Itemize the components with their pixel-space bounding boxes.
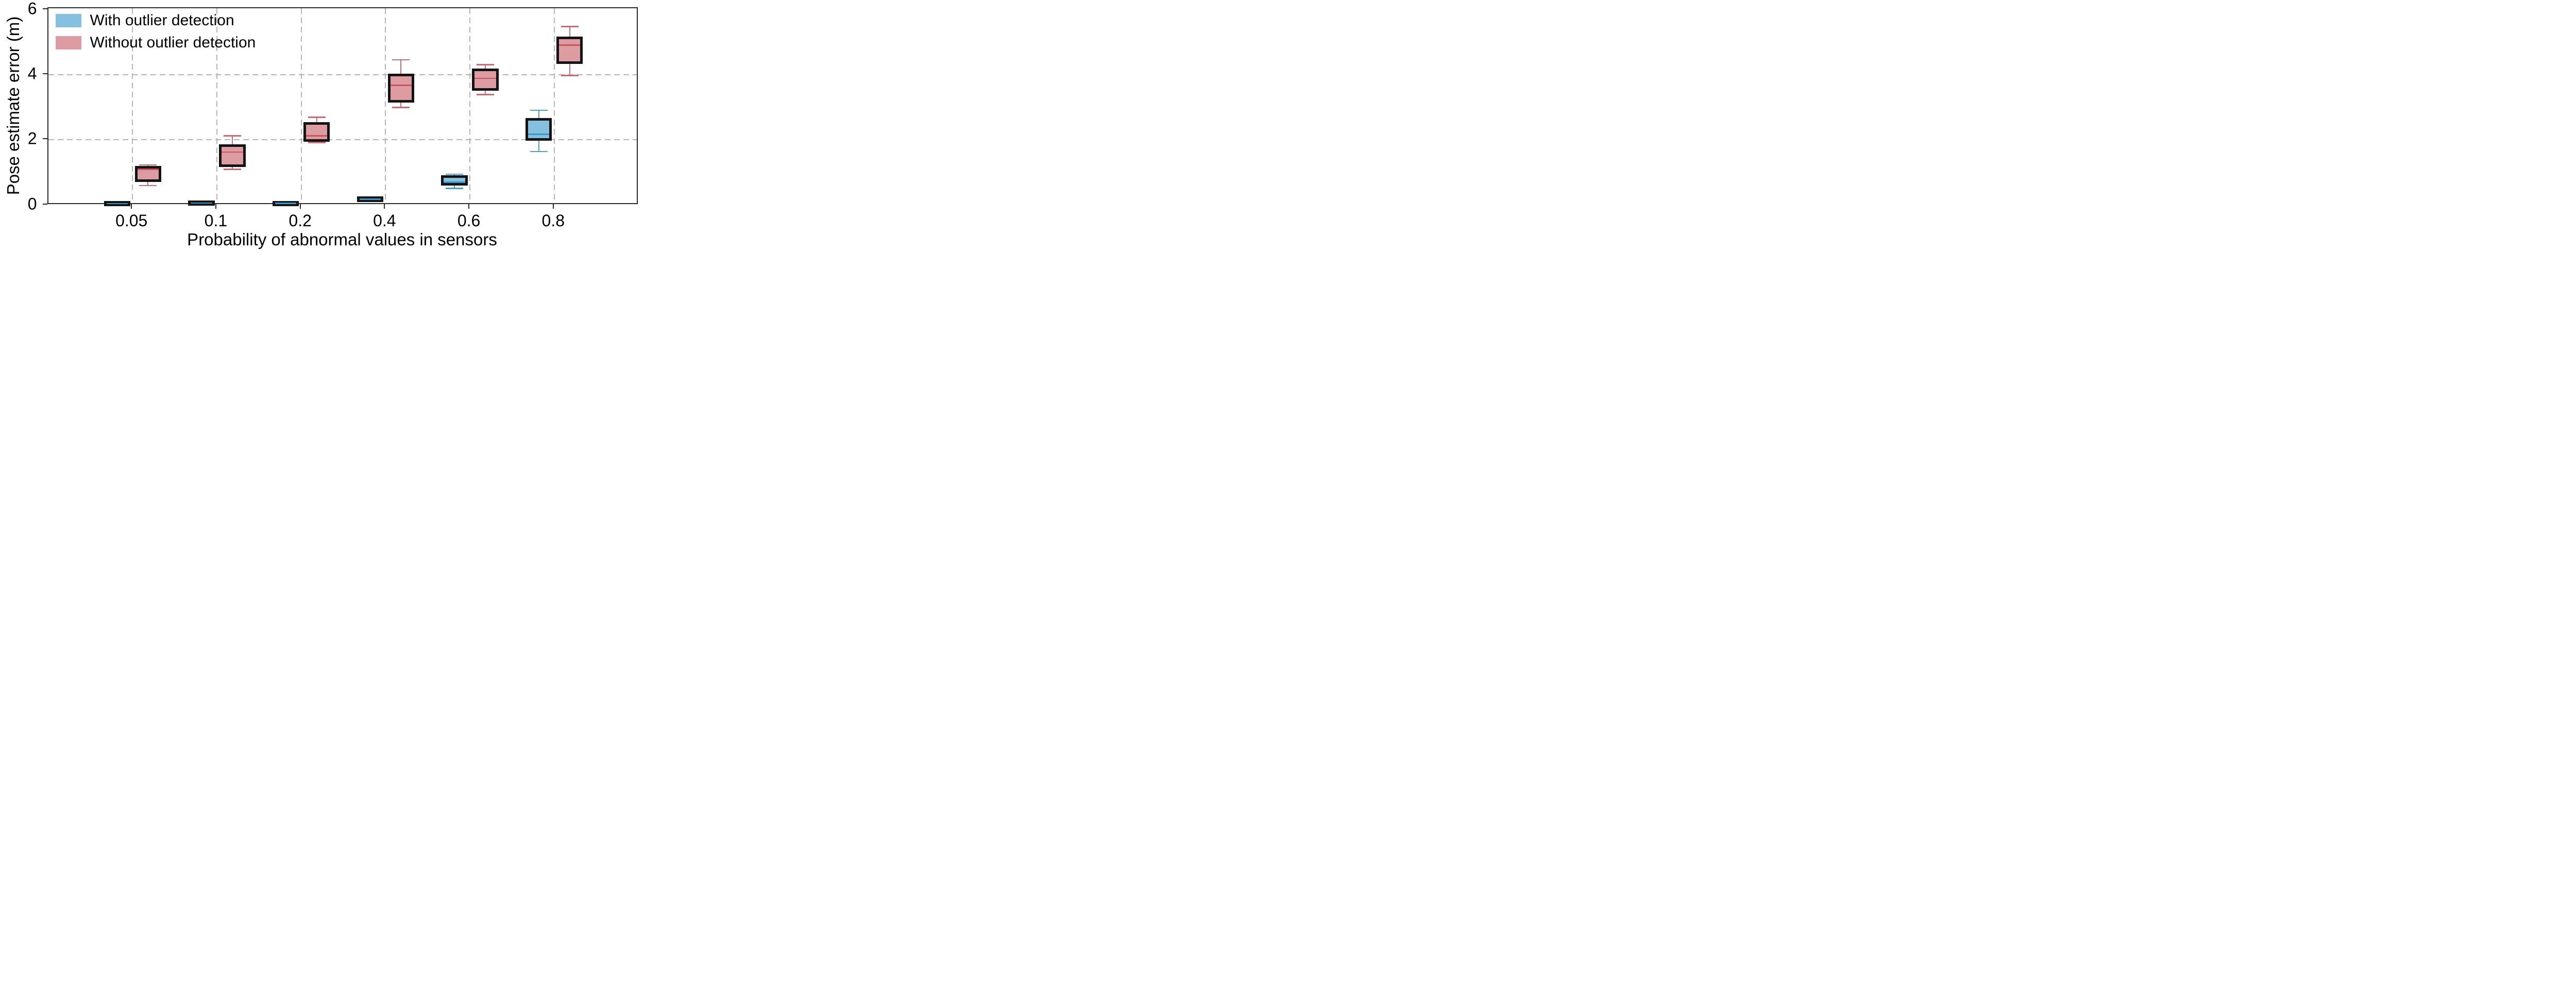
x-tick-mark [552, 204, 554, 209]
whisker-cap [139, 164, 157, 166]
y-tick-mark [42, 8, 47, 9]
vertical-gridline [216, 8, 217, 203]
y-tick-mark [42, 203, 47, 205]
x-tick-label: 0.05 [115, 211, 148, 230]
x-tick-mark [384, 204, 385, 209]
legend-swatch [55, 13, 81, 27]
median-line [222, 151, 243, 153]
whisker-cap [446, 188, 463, 189]
median-line [390, 85, 412, 86]
y-tick-mark [42, 138, 47, 140]
vertical-gridline [553, 8, 555, 203]
x-tick-mark [215, 204, 216, 209]
x-tick-label: 0.8 [541, 211, 565, 230]
y-tick-label: 2 [27, 129, 37, 148]
vertical-gridline [469, 8, 471, 203]
x-tick-mark [468, 204, 470, 209]
horizontal-gridline [48, 74, 637, 76]
without-outlier-detection-box-0.8 [556, 36, 583, 64]
median-line [137, 169, 159, 170]
y-axis-title: Pose estimate error (m) [4, 16, 23, 195]
x-tick-label: 0.4 [373, 211, 396, 230]
whisker-cap [477, 94, 494, 95]
plot-area: With outlier detection Without outlier d… [47, 7, 638, 207]
vertical-gridline [385, 8, 386, 203]
horizontal-gridline [48, 139, 637, 141]
whisker-cap [561, 75, 579, 76]
y-tick-mark [42, 73, 47, 75]
vertical-gridline [300, 8, 302, 203]
whisker-cap [392, 107, 410, 108]
median-line [191, 202, 212, 204]
legend: With outlier detection Without outlier d… [55, 11, 256, 57]
whisker-cap [224, 135, 241, 137]
whisker-cap [139, 185, 157, 187]
whisker-cap [392, 59, 410, 61]
y-tick-label: 4 [27, 64, 37, 83]
without-outlier-detection-box-0.1 [219, 144, 246, 167]
median-line [306, 135, 328, 137]
whisker-cap [308, 142, 326, 143]
vertical-gridline [132, 8, 133, 203]
y-tick-label: 0 [27, 194, 37, 213]
x-tick-label: 0.6 [457, 211, 481, 230]
median-line [474, 77, 496, 79]
whisker-cap [561, 26, 579, 27]
x-axis-title: Probability of abnormal values in sensor… [187, 230, 497, 249]
legend-item-with-outlier-detection: With outlier detection [55, 11, 256, 29]
x-tick-label: 0.2 [289, 211, 312, 230]
y-tick-label: 6 [27, 0, 37, 18]
median-line [559, 44, 581, 46]
whisker-cap [530, 109, 548, 111]
with-outlier-detection-box-0.8 [526, 118, 552, 141]
whisker-cap [224, 169, 241, 170]
with-outlier-detection-box-0.6 [441, 175, 468, 186]
legend-item-without-outlier-detection: Without outlier detection [55, 34, 256, 51]
x-tick-mark [131, 204, 132, 209]
x-tick-mark [299, 204, 301, 209]
whisker-cap [308, 116, 326, 118]
boxplot-figure: With outlier detection Without outlier d… [0, 0, 644, 251]
whisker-cap [530, 151, 548, 153]
whisker-cap [446, 173, 463, 175]
whisker-cap [477, 64, 494, 65]
legend-swatch [55, 36, 81, 49]
without-outlier-detection-box-0.4 [387, 73, 414, 103]
median-line [106, 203, 128, 205]
x-tick-label: 0.1 [204, 211, 228, 230]
median-line [275, 203, 297, 204]
median-line [528, 134, 550, 135]
legend-label: With outlier detection [90, 11, 234, 29]
median-line [444, 181, 465, 183]
without-outlier-detection-box-0.6 [472, 69, 499, 91]
legend-label: Without outlier detection [90, 34, 256, 51]
median-line [359, 198, 381, 200]
without-outlier-detection-box-0.2 [303, 122, 330, 142]
